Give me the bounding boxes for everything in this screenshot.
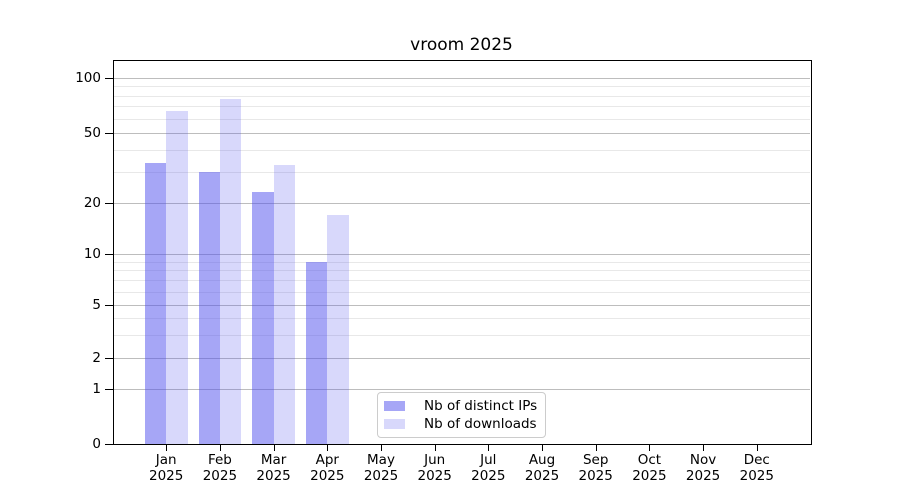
gridline-major-50 — [113, 133, 810, 134]
x-tick-label-sep: Sep 2025 — [578, 452, 613, 484]
x-tick-may — [381, 445, 382, 451]
plot-spine-bottom — [112, 444, 812, 445]
legend-swatch-distinct-ips — [384, 401, 405, 411]
gridline-major-20 — [113, 203, 810, 204]
gridline-minor-4 — [113, 318, 810, 319]
y-tick-2 — [104, 358, 113, 359]
gridline-major-10 — [113, 254, 810, 255]
x-tick-label-apr: Apr 2025 — [310, 452, 345, 484]
plot-spine-top — [112, 60, 812, 61]
bar-distinct-ips-feb — [198, 172, 220, 444]
bar-downloads-feb — [219, 98, 242, 444]
bar-distinct-ips-apr — [305, 261, 328, 444]
x-tick-sep — [595, 445, 597, 451]
x-tick-oct — [649, 445, 651, 451]
y-tick-5 — [104, 305, 113, 306]
y-tick-0 — [104, 444, 113, 445]
y-tick-label-5: 5 — [92, 297, 101, 313]
x-tick-label-nov: Nov 2025 — [685, 452, 721, 484]
x-tick-aug — [542, 445, 543, 451]
x-tick-label-jan: Jan 2025 — [149, 452, 184, 484]
gridline-minor-90 — [113, 86, 810, 87]
gridline-major-5 — [113, 305, 810, 306]
x-tick-dec — [756, 445, 758, 451]
x-tick-apr — [327, 445, 329, 451]
y-tick-20 — [104, 203, 113, 204]
x-tick-label-oct: Oct 2025 — [632, 452, 667, 484]
y-tick-50 — [104, 133, 113, 134]
x-tick-label-dec: Dec 2025 — [739, 452, 774, 484]
gridline-major-2 — [113, 358, 810, 359]
x-tick-feb — [219, 445, 221, 451]
gridline-minor-60 — [113, 119, 810, 120]
x-tick-jan — [166, 445, 168, 451]
x-tick-label-may: May 2025 — [363, 452, 399, 484]
x-tick-nov — [703, 445, 705, 451]
chart-title: vroom 2025 — [410, 35, 513, 55]
bar-distinct-ips-mar — [252, 192, 274, 444]
bar-downloads-jan — [166, 111, 188, 444]
bar-downloads-apr — [327, 215, 349, 444]
legend: Nb of distinct IPs Nb of downloads — [377, 392, 546, 438]
y-tick-label-0: 0 — [92, 436, 101, 452]
gridline-major-1 — [113, 389, 810, 390]
gridline-minor-70 — [113, 106, 810, 107]
x-tick-label-aug: Aug 2025 — [524, 452, 560, 484]
x-tick-label-jul: Jul 2025 — [471, 452, 506, 484]
legend-item-label: Nb of downloads — [424, 416, 537, 432]
x-tick-mar — [273, 445, 275, 451]
x-tick-label-jun: Jun 2025 — [417, 452, 452, 484]
y-tick-1 — [104, 389, 113, 390]
plot-spine-left — [112, 60, 114, 445]
gridline-minor-80 — [113, 96, 810, 97]
y-tick-label-20: 20 — [83, 195, 101, 211]
y-tick-label-100: 100 — [75, 70, 101, 86]
y-tick-label-1: 1 — [92, 381, 101, 397]
bar-distinct-ips-jan — [144, 162, 167, 444]
y-tick-label-10: 10 — [83, 246, 101, 262]
gridline-minor-7 — [113, 280, 810, 281]
x-tick-label-mar: Mar 2025 — [256, 452, 291, 484]
gridline-minor-8 — [113, 270, 810, 271]
plot-spine-right — [810, 60, 812, 445]
legend-item-downloads: Nb of downloads — [384, 415, 539, 433]
gridline-minor-9 — [113, 262, 810, 263]
x-tick-label-feb: Feb 2025 — [202, 452, 238, 484]
y-tick-label-50: 50 — [83, 125, 101, 141]
legend-item-distinct-ips: Nb of distinct IPs — [384, 397, 539, 415]
gridline-minor-3 — [113, 335, 810, 336]
gridline-major-100 — [113, 78, 810, 79]
legend-swatch-downloads — [384, 419, 405, 429]
y-tick-100 — [104, 78, 113, 79]
bar-downloads-mar — [273, 164, 295, 444]
gridline-minor-6 — [113, 292, 810, 293]
x-tick-jun — [434, 445, 436, 451]
x-tick-jul — [488, 445, 490, 451]
gridline-minor-30 — [113, 172, 810, 173]
gridline-minor-40 — [113, 150, 810, 151]
y-tick-10 — [104, 254, 113, 255]
legend-item-label: Nb of distinct IPs — [424, 398, 538, 414]
y-tick-label-2: 2 — [92, 350, 101, 366]
